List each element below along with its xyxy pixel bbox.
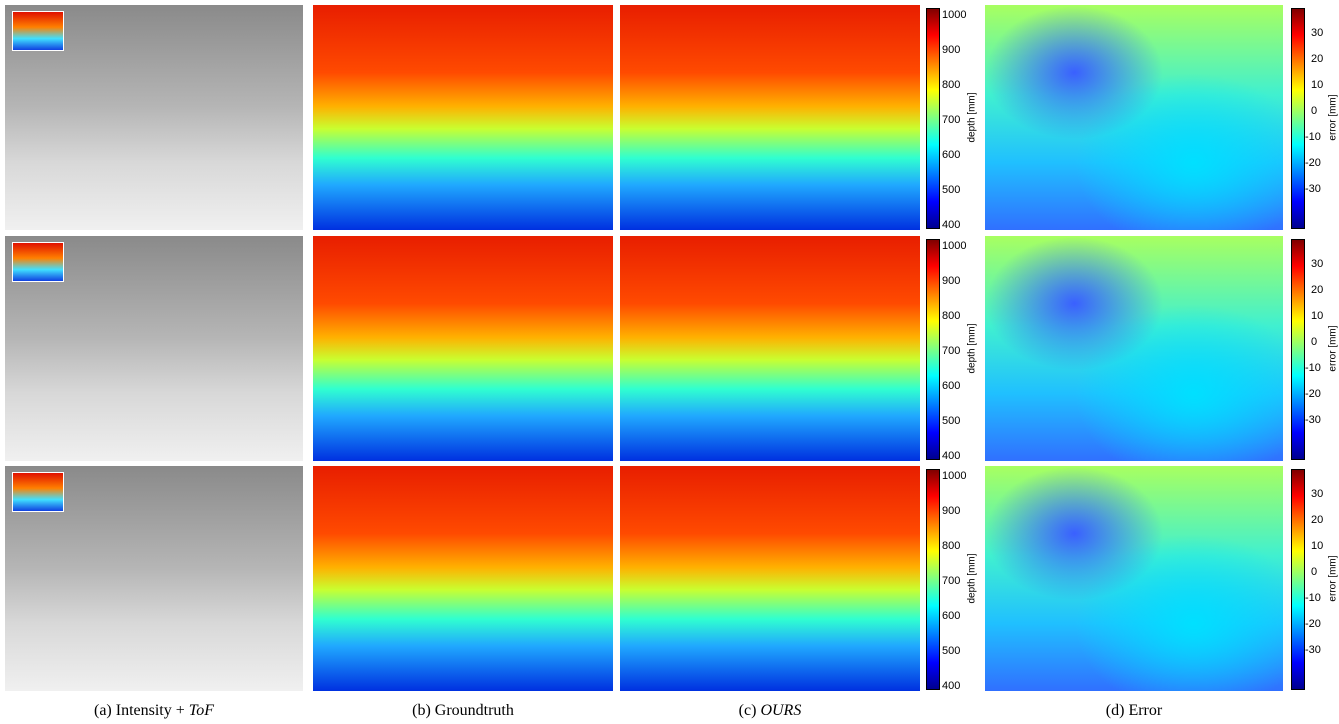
caption: (d) Error: [1034, 702, 1234, 720]
depth-colorbar: [926, 469, 940, 690]
error-tick-label: 0: [1311, 105, 1317, 117]
depth-tick-label: 900: [942, 505, 960, 517]
error-tick-label: -30: [1305, 644, 1321, 656]
error-tick-label: 30: [1311, 27, 1323, 39]
depth-tick-label: 400: [942, 219, 960, 231]
caption-text: (a) Intensity +: [94, 702, 185, 719]
caption: (b) Groundtruth: [363, 702, 563, 720]
error-tick-label: 30: [1311, 258, 1323, 270]
tof-inset: [12, 472, 64, 512]
caption-italic: OURS: [760, 702, 801, 719]
error-axis-label: error [mm]: [1328, 77, 1339, 157]
error-tick-label: 20: [1311, 514, 1323, 526]
depth-tick-label: 900: [942, 275, 960, 287]
error-tick-label: 10: [1311, 540, 1323, 552]
caption-text: (b) Groundtruth: [412, 702, 514, 719]
error-tick-label: 20: [1311, 284, 1323, 296]
depth-tick-label: 900: [942, 44, 960, 56]
depth-tick-label: 1000: [942, 9, 966, 21]
error-axis-label: error [mm]: [1328, 538, 1339, 618]
groundtruth-depth-map: [313, 236, 613, 461]
caption-italic: ToF: [189, 702, 214, 719]
depth-tick-label: 600: [942, 610, 960, 622]
depth-axis-label: depth [mm]: [967, 538, 978, 618]
depth-tick-label: 500: [942, 415, 960, 427]
groundtruth-depth-map: [313, 466, 613, 691]
caption-text: (d) Error: [1106, 702, 1162, 719]
depth-tick-label: 400: [942, 680, 960, 692]
error-tick-label: -10: [1305, 362, 1321, 374]
error-tick-label: 10: [1311, 79, 1323, 91]
error-map: [985, 5, 1283, 230]
caption: (c)OURS: [670, 702, 870, 720]
depth-tick-label: 700: [942, 345, 960, 357]
depth-tick-label: 600: [942, 149, 960, 161]
figure: 1000900800700600500400depth [mm]3020100-…: [0, 0, 1339, 724]
depth-axis-label: depth [mm]: [967, 308, 978, 388]
error-colorbar: [1291, 239, 1305, 460]
depth-tick-label: 800: [942, 310, 960, 322]
tof-inset: [12, 242, 64, 282]
caption-text: (c): [739, 702, 757, 719]
error-colorbar: [1291, 8, 1305, 229]
error-axis-label: error [mm]: [1328, 308, 1339, 388]
error-map: [985, 236, 1283, 461]
error-tick-label: -30: [1305, 414, 1321, 426]
error-tick-label: -20: [1305, 618, 1321, 630]
depth-tick-label: 800: [942, 79, 960, 91]
depth-tick-label: 1000: [942, 240, 966, 252]
depth-tick-label: 500: [942, 184, 960, 196]
tof-inset: [12, 11, 64, 51]
error-tick-label: 0: [1311, 336, 1317, 348]
depth-axis-label: depth [mm]: [967, 77, 978, 157]
error-tick-label: -10: [1305, 131, 1321, 143]
error-tick-label: -10: [1305, 592, 1321, 604]
ours-depth-map: [620, 466, 920, 691]
error-tick-label: 10: [1311, 310, 1323, 322]
error-tick-label: 0: [1311, 566, 1317, 578]
depth-tick-label: 800: [942, 540, 960, 552]
ours-depth-map: [620, 236, 920, 461]
depth-tick-label: 500: [942, 645, 960, 657]
ours-depth-map: [620, 5, 920, 230]
depth-tick-label: 400: [942, 450, 960, 462]
error-map: [985, 466, 1283, 691]
error-tick-label: -20: [1305, 388, 1321, 400]
error-colorbar: [1291, 469, 1305, 690]
error-tick-label: 30: [1311, 488, 1323, 500]
depth-tick-label: 700: [942, 114, 960, 126]
depth-tick-label: 1000: [942, 470, 966, 482]
caption: (a) Intensity +ToF: [54, 702, 254, 720]
depth-tick-label: 600: [942, 380, 960, 392]
depth-tick-label: 700: [942, 575, 960, 587]
error-tick-label: 20: [1311, 53, 1323, 65]
error-tick-label: -20: [1305, 157, 1321, 169]
error-tick-label: -30: [1305, 183, 1321, 195]
groundtruth-depth-map: [313, 5, 613, 230]
depth-colorbar: [926, 8, 940, 229]
depth-colorbar: [926, 239, 940, 460]
